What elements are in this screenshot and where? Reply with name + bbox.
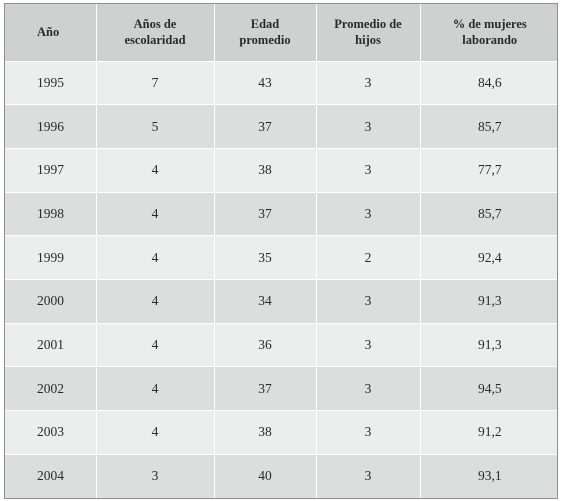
average-age-cell: 35 <box>214 235 317 280</box>
table-row: 2003 4 38 3 91,2 <box>5 410 557 455</box>
average-children-cell: 3 <box>316 147 421 193</box>
year-cell: 1997 <box>5 147 97 193</box>
women-working-cell: 91,3 <box>420 322 557 367</box>
table-row: 1997 4 38 3 77,7 <box>5 147 557 193</box>
year-cell: 1998 <box>5 191 97 236</box>
schooling-years-cell: 4 <box>96 322 215 367</box>
women-working-cell: 85,7 <box>420 104 557 149</box>
women-working-cell: 92,4 <box>420 235 557 280</box>
average-children-cell: 3 <box>316 60 421 105</box>
average-age-cell: 38 <box>214 410 317 455</box>
header-women-line1: % de mujeres <box>452 17 527 32</box>
year-cell: 2003 <box>5 410 97 455</box>
schooling-years-cell: 7 <box>96 60 215 105</box>
header-schooling-years: Años de escolaridad <box>96 4 215 61</box>
schooling-years-cell: 4 <box>96 235 215 280</box>
average-age-cell: 37 <box>214 104 317 149</box>
average-children-cell: 3 <box>316 278 421 324</box>
year-cell: 1996 <box>5 104 97 149</box>
women-working-cell: 77,7 <box>420 147 557 193</box>
year-cell: 1995 <box>5 60 97 105</box>
header-row: Año Años de escolaridad Edad promedio Pr… <box>5 4 557 61</box>
table-row: 2004 3 40 3 93,1 <box>5 453 557 498</box>
average-children-cell: 3 <box>316 453 421 498</box>
schooling-years-cell: 4 <box>96 366 215 411</box>
table-header: Año Años de escolaridad Edad promedio Pr… <box>5 4 557 61</box>
schooling-years-cell: 3 <box>96 453 215 498</box>
header-children-line1: Promedio de <box>334 17 402 32</box>
header-women-line2: laborando <box>462 33 518 48</box>
header-average-children: Promedio de hijos <box>316 4 421 61</box>
header-year: Año <box>5 4 97 61</box>
year-cell: 2001 <box>5 322 97 367</box>
year-cell: 2004 <box>5 453 97 498</box>
year-cell: 2002 <box>5 366 97 411</box>
average-children-cell: 3 <box>316 191 421 236</box>
header-age-line1: Edad <box>250 17 280 32</box>
average-age-cell: 38 <box>214 147 317 193</box>
table-row: 1995 7 43 3 84,6 <box>5 60 557 105</box>
header-children-line2: hijos <box>355 33 381 48</box>
average-age-cell: 34 <box>214 278 317 324</box>
table-row: 1998 4 37 3 85,7 <box>5 191 557 236</box>
schooling-years-cell: 4 <box>96 410 215 455</box>
header-year-text: Año <box>37 25 60 40</box>
year-cell: 2000 <box>5 278 97 324</box>
header-schooling-line2: escolaridad <box>124 33 186 48</box>
average-children-cell: 3 <box>316 322 421 367</box>
women-working-cell: 84,6 <box>420 60 557 105</box>
average-children-cell: 3 <box>316 410 421 455</box>
table-row: 2000 4 34 3 91,3 <box>5 278 557 324</box>
average-age-cell: 36 <box>214 322 317 367</box>
average-age-cell: 37 <box>214 366 317 411</box>
women-working-cell: 91,3 <box>420 278 557 324</box>
women-working-cell: 93,1 <box>420 453 557 498</box>
average-children-cell: 3 <box>316 366 421 411</box>
table-row: 1996 5 37 3 85,7 <box>5 104 557 149</box>
table-body: 1995 7 43 3 84,6 1996 5 37 3 85,7 1997 4 38 3 77,7 1998… <box>5 60 557 498</box>
average-age-cell: 37 <box>214 191 317 236</box>
header-schooling-line1: Años de <box>133 17 177 32</box>
header-women-working-percent: % de mujeres laborando <box>420 4 557 61</box>
average-age-cell: 43 <box>214 60 317 105</box>
year-cell: 1999 <box>5 235 97 280</box>
average-children-cell: 3 <box>316 104 421 149</box>
table-row: 2001 4 36 3 91,3 <box>5 322 557 367</box>
header-average-age: Edad promedio <box>214 4 317 61</box>
women-working-cell: 91,2 <box>420 410 557 455</box>
women-working-cell: 94,5 <box>420 366 557 411</box>
average-age-cell: 40 <box>214 453 317 498</box>
table-row: 2002 4 37 3 94,5 <box>5 366 557 411</box>
schooling-years-cell: 4 <box>96 147 215 193</box>
average-children-cell: 2 <box>316 235 421 280</box>
data-table: Año Años de escolaridad Edad promedio Pr… <box>5 4 557 498</box>
schooling-years-cell: 5 <box>96 104 215 149</box>
table-row: 1999 4 35 2 92,4 <box>5 235 557 280</box>
schooling-years-cell: 4 <box>96 278 215 324</box>
schooling-years-cell: 4 <box>96 191 215 236</box>
women-working-cell: 85,7 <box>420 191 557 236</box>
data-table-container: Año Años de escolaridad Edad promedio Pr… <box>4 3 558 499</box>
header-age-line2: promedio <box>239 33 291 48</box>
